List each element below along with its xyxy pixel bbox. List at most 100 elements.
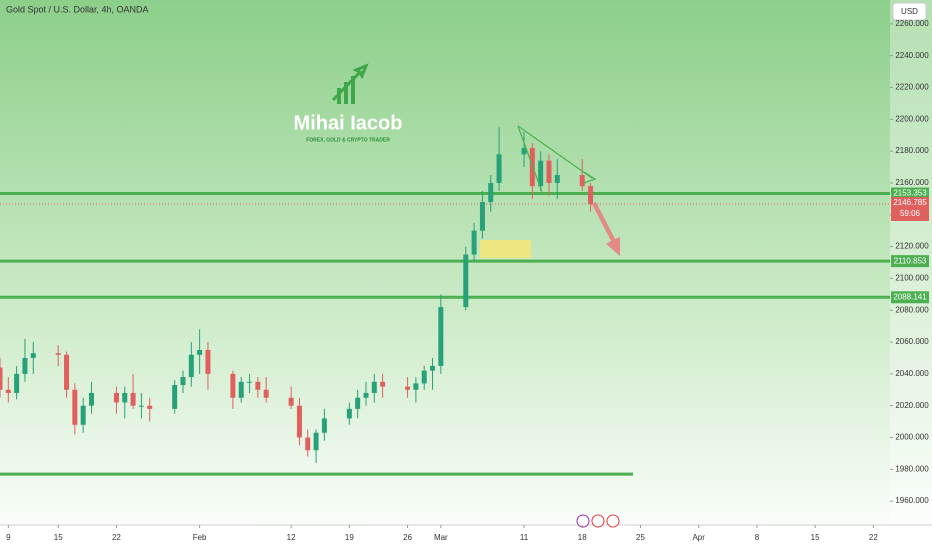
event-icons bbox=[576, 514, 620, 528]
candle-body bbox=[0, 367, 3, 390]
y-tick-label: 2240.000 bbox=[895, 51, 929, 60]
y-tick-label: 2020.000 bbox=[895, 401, 929, 410]
candle-body bbox=[113, 392, 119, 403]
down-arrow bbox=[592, 202, 620, 256]
candle-body bbox=[496, 154, 502, 183]
x-tick-label: 22 bbox=[112, 533, 121, 542]
candle-body bbox=[421, 370, 427, 384]
candle-body bbox=[355, 397, 361, 409]
candle-body bbox=[14, 373, 20, 393]
y-tick-label: 2260.000 bbox=[895, 19, 929, 28]
x-tick-label: 18 bbox=[578, 533, 587, 542]
candle-body bbox=[363, 392, 369, 398]
level-label: 2110.853 bbox=[894, 256, 927, 265]
countdown-label: 59:06 bbox=[900, 209, 921, 218]
time-axis-bg bbox=[0, 525, 932, 550]
candle-body bbox=[430, 365, 436, 371]
plot-area bbox=[0, 127, 890, 476]
candle-body bbox=[22, 357, 28, 374]
candle-body bbox=[380, 381, 386, 387]
last-price-label: 2146.785 bbox=[893, 198, 927, 207]
candle-body bbox=[305, 437, 311, 451]
x-tick-label: Feb bbox=[193, 533, 207, 542]
candle-body bbox=[371, 381, 377, 393]
candle-body bbox=[72, 389, 78, 425]
candle-body bbox=[130, 392, 136, 406]
candle-body bbox=[147, 405, 153, 409]
x-tick-label: Mar bbox=[434, 533, 448, 542]
candle-body bbox=[346, 408, 352, 419]
level-label-bg bbox=[891, 255, 929, 268]
currency-label: USD bbox=[901, 7, 918, 16]
candle-body bbox=[579, 175, 585, 187]
x-tick-label: 15 bbox=[811, 533, 820, 542]
y-tick-label: 2080.000 bbox=[895, 305, 929, 314]
candle-body bbox=[554, 175, 560, 183]
x-tick-label: 11 bbox=[520, 533, 529, 542]
y-tick-label: 2160.000 bbox=[895, 178, 929, 187]
candle-body bbox=[463, 254, 469, 308]
triangle-pattern bbox=[517, 125, 593, 196]
candle-body bbox=[30, 353, 36, 358]
watermark-name: Mihai Iacob bbox=[294, 112, 403, 134]
candle-body bbox=[205, 350, 211, 374]
candle-body bbox=[288, 397, 294, 406]
x-tick-label: 8 bbox=[755, 533, 760, 542]
price-axis-bg bbox=[890, 0, 932, 550]
candle-body bbox=[188, 354, 194, 378]
candle-body bbox=[122, 392, 128, 403]
candle-body bbox=[172, 385, 178, 409]
candle-body bbox=[313, 432, 319, 451]
y-tick-label: 1980.000 bbox=[895, 464, 929, 473]
candle-body bbox=[488, 182, 494, 203]
candle-body bbox=[197, 350, 203, 355]
x-tick-label: 15 bbox=[54, 533, 63, 542]
x-tick-label: 25 bbox=[636, 533, 645, 542]
currency-button[interactable] bbox=[892, 2, 927, 21]
candle-body bbox=[438, 307, 444, 366]
y-tick-label: 2000.000 bbox=[895, 433, 929, 442]
candle-body bbox=[263, 389, 269, 398]
candle-body bbox=[88, 392, 94, 406]
x-tick-label: 26 bbox=[403, 533, 412, 542]
watermark-logo bbox=[331, 63, 369, 104]
x-tick-label: Apr bbox=[692, 533, 705, 542]
candle-body bbox=[80, 405, 86, 425]
x-tick-label: 19 bbox=[345, 533, 354, 542]
x-tick-label: 12 bbox=[287, 533, 296, 542]
y-tick-label: 2220.000 bbox=[895, 83, 929, 92]
candle-body bbox=[538, 160, 544, 187]
candle-body bbox=[479, 202, 485, 231]
candle-body bbox=[55, 353, 61, 355]
y-tick-label: 2180.000 bbox=[895, 146, 929, 155]
level-label: 2153.353 bbox=[893, 189, 927, 198]
x-tick-label: 22 bbox=[869, 533, 878, 542]
candle-body bbox=[138, 405, 144, 407]
pattern-arrow bbox=[583, 171, 597, 184]
chart-title: Gold Spot / U.S. Dollar, 4h, OANDA bbox=[6, 4, 149, 14]
watermark-tagline: FOREX, GOLD & CRYPTO TRADER bbox=[306, 137, 390, 143]
candle-body bbox=[238, 381, 244, 398]
candle-body bbox=[5, 389, 11, 393]
candle-body bbox=[180, 377, 186, 385]
y-tick-label: 1960.000 bbox=[895, 496, 929, 505]
candle-body bbox=[521, 147, 527, 155]
y-tick-label: 2100.000 bbox=[895, 274, 929, 283]
last-price-label-bg bbox=[891, 196, 929, 221]
demand-zone bbox=[480, 240, 531, 258]
candle-body bbox=[546, 160, 552, 183]
y-tick-label: 2060.000 bbox=[895, 337, 929, 346]
y-tick-label: 2040.000 bbox=[895, 369, 929, 378]
candle-body bbox=[413, 383, 419, 390]
level-label-bg bbox=[891, 291, 929, 304]
candle-body bbox=[230, 373, 236, 398]
candle-body bbox=[321, 418, 327, 433]
level-label: 2088.141 bbox=[893, 292, 927, 301]
y-tick-label: 2200.000 bbox=[895, 114, 929, 123]
level-label-bg bbox=[891, 187, 929, 200]
candle-body bbox=[64, 354, 70, 390]
candle-body bbox=[255, 381, 261, 390]
candle-body bbox=[405, 386, 411, 390]
